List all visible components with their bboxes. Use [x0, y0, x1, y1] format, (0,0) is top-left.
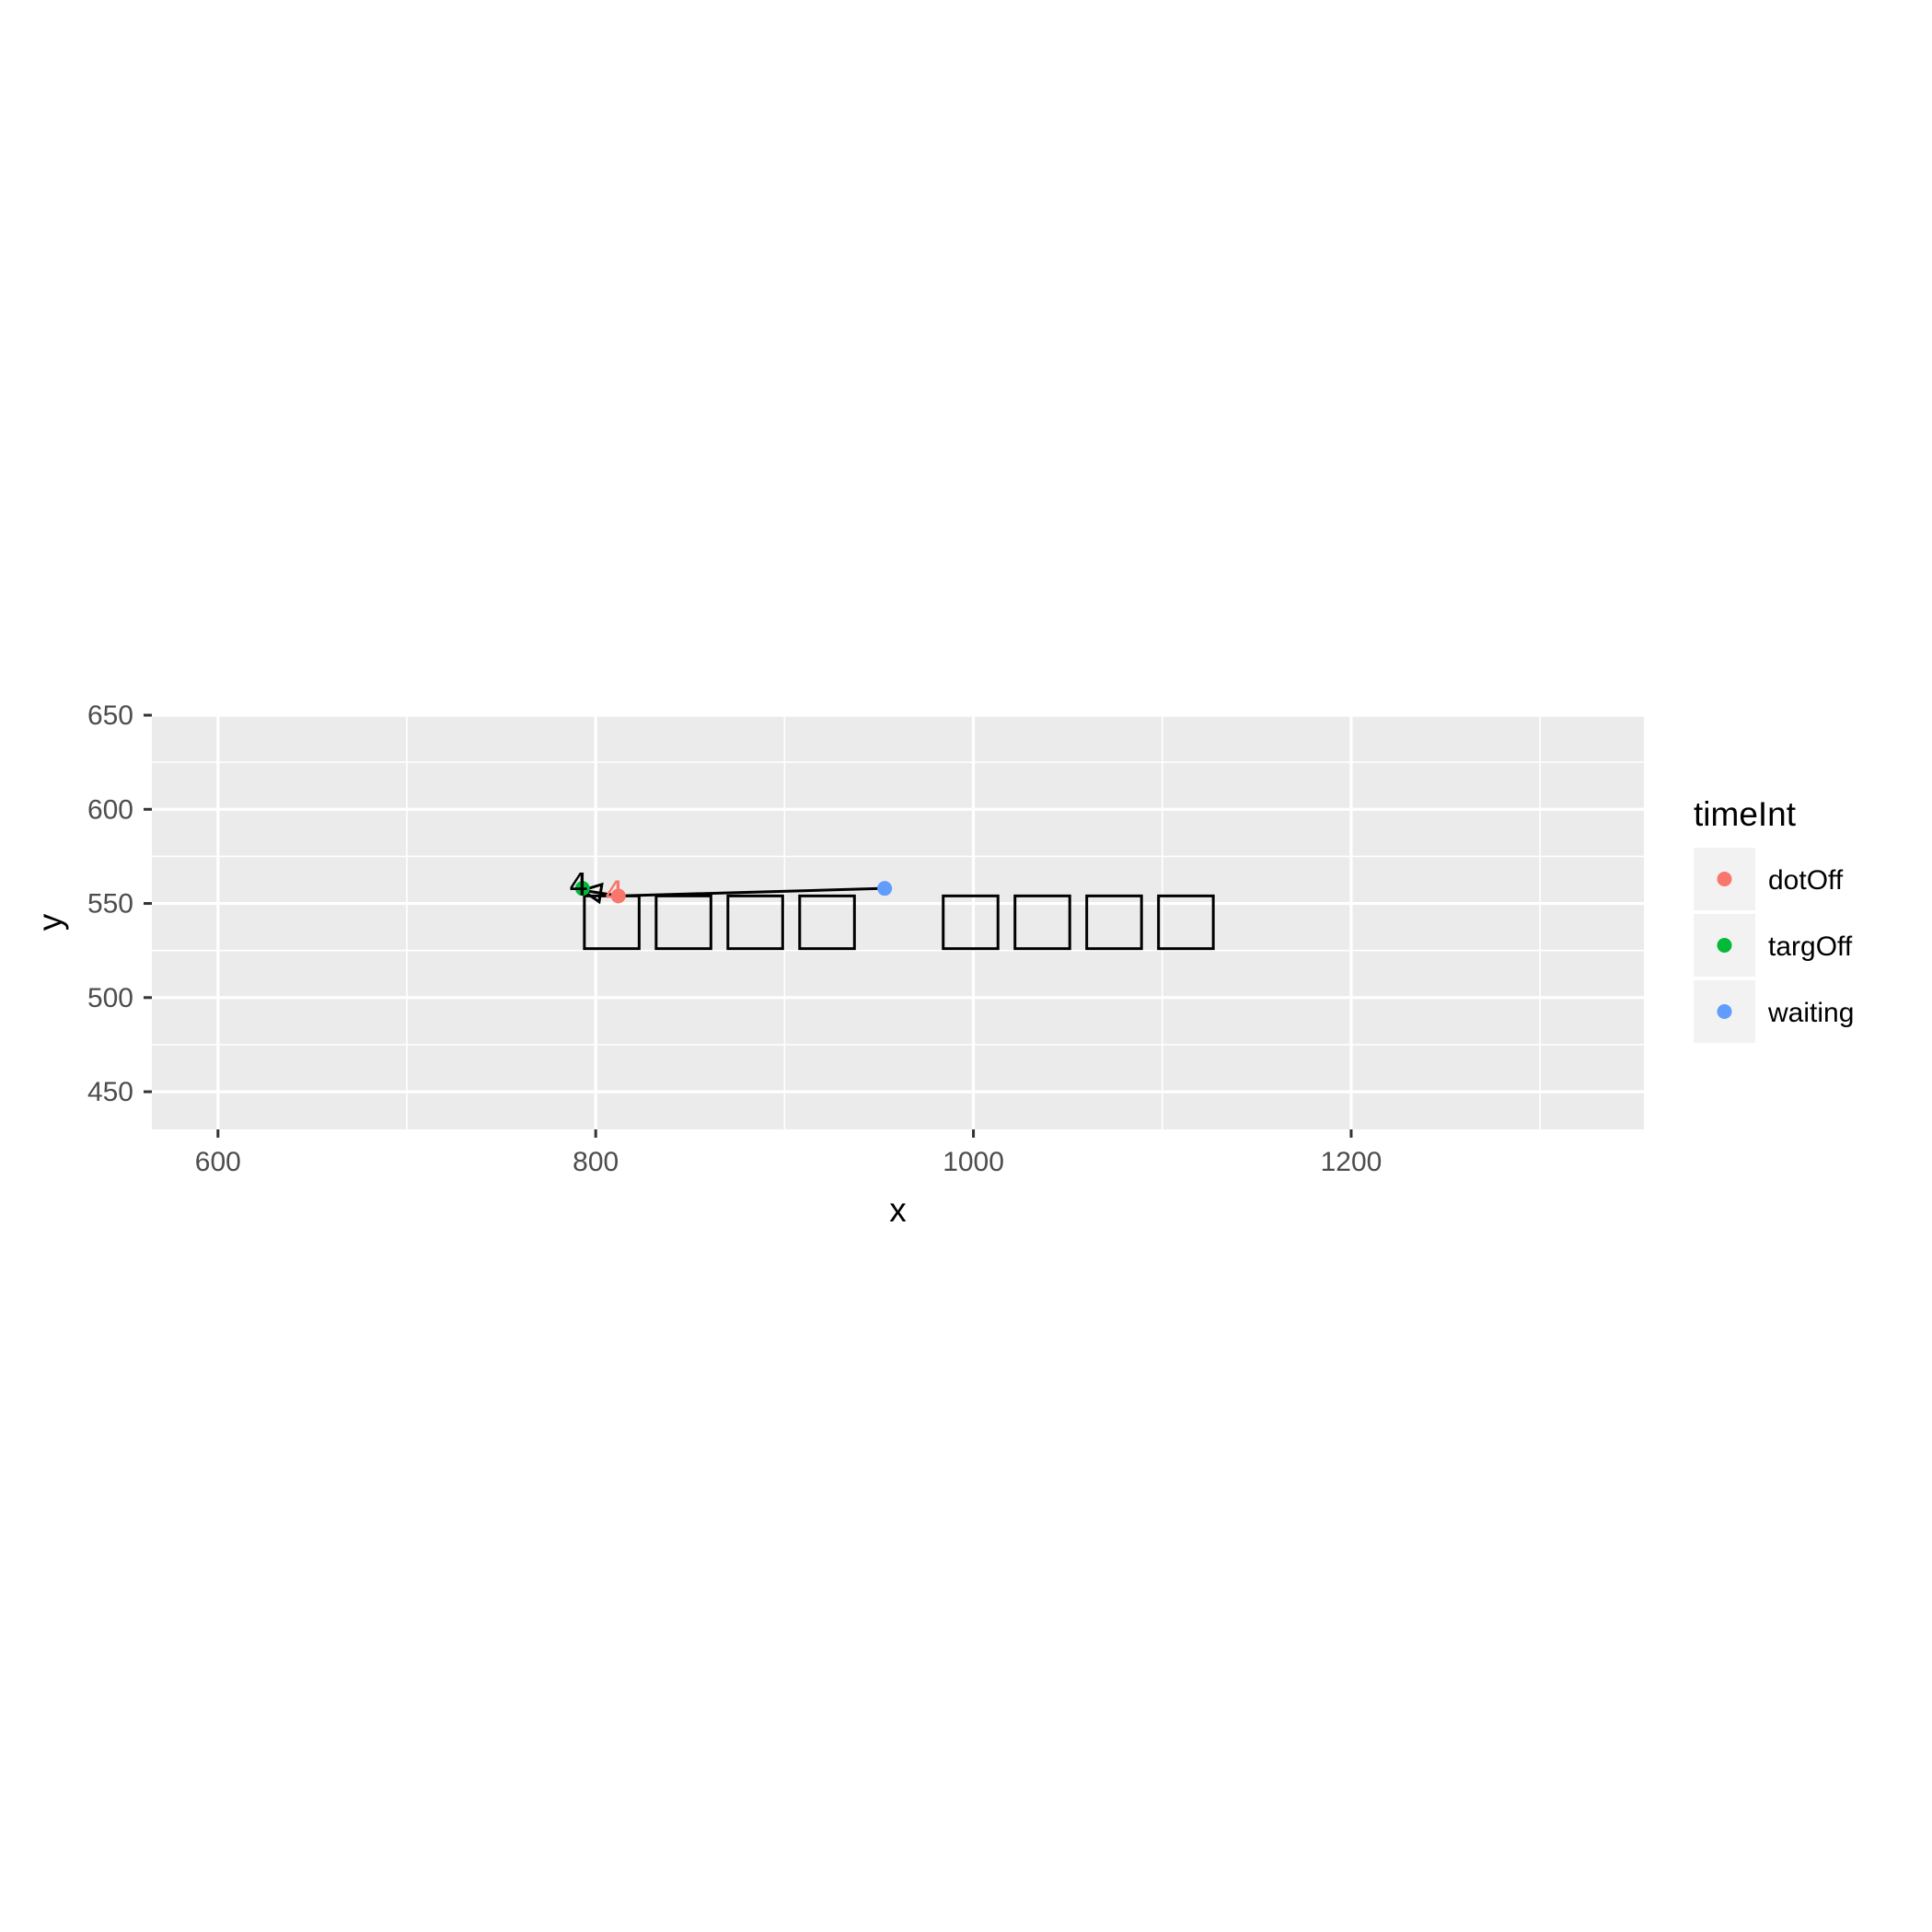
legend-label: waiting [1767, 998, 1854, 1028]
y-tick-label: 600 [87, 794, 133, 825]
point-waiting [877, 881, 893, 897]
data-points [574, 881, 893, 904]
box-marker [726, 894, 784, 951]
y-axis: 450 500 550 600 650 [87, 700, 152, 1107]
legend-label: targOff [1768, 931, 1853, 962]
x-tick-label: 600 [195, 1147, 241, 1177]
x-axis-title: x [889, 1191, 907, 1229]
x-tick-label: 1200 [1321, 1147, 1382, 1177]
y-axis-title: y [31, 913, 69, 931]
y-tick-label: 650 [87, 700, 133, 731]
x-tick-label: 1000 [943, 1147, 1004, 1177]
box-marker [1013, 894, 1071, 951]
box-marker [1157, 894, 1215, 951]
x-axis: 600 800 1000 1200 [195, 1129, 1382, 1177]
box-marker [654, 894, 712, 951]
box-marker [942, 894, 1000, 951]
y-tick-label: 450 [87, 1077, 133, 1107]
y-tick-label: 500 [87, 983, 133, 1013]
box-markers [583, 894, 1215, 951]
legend-title: timeInt [1694, 795, 1797, 833]
x-tick-label: 800 [573, 1147, 619, 1177]
y-tick-label: 550 [87, 889, 133, 920]
legend-key-dotOff [1717, 872, 1732, 886]
legend-label: dotOff [1768, 865, 1844, 896]
legend: timeInt dotOff targOff waiting [1694, 795, 1854, 1043]
point-targOff [574, 881, 590, 897]
legend-key-waiting [1717, 1004, 1732, 1019]
major-gridlines [152, 713, 1644, 1129]
point-dotOff [610, 888, 626, 904]
box-marker [1085, 894, 1143, 951]
box-marker [798, 894, 856, 951]
point-annotation: 4 [569, 867, 589, 904]
legend-key-targOff [1717, 938, 1732, 953]
point-annotation: 4 [605, 874, 625, 911]
minor-gridlines [152, 715, 1644, 1129]
path-arrowhead [579, 882, 604, 905]
plot-panel [152, 715, 1644, 1129]
